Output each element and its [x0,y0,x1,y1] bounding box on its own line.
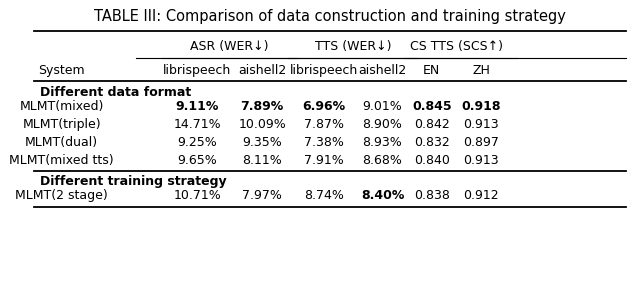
Text: 7.87%: 7.87% [304,118,344,131]
Text: librispeech: librispeech [290,64,358,77]
Text: 7.91%: 7.91% [304,154,344,167]
Text: 9.35%: 9.35% [243,136,282,149]
Text: 9.11%: 9.11% [175,99,219,112]
Text: MLMT(mixed): MLMT(mixed) [19,99,104,112]
Text: aishell2: aishell2 [238,64,286,77]
Text: 0.840: 0.840 [414,154,450,167]
Text: 8.11%: 8.11% [243,154,282,167]
Text: 0.912: 0.912 [463,189,499,202]
Text: 0.838: 0.838 [414,189,450,202]
Text: 8.68%: 8.68% [362,154,403,167]
Text: aishell2: aishell2 [358,64,406,77]
Text: 14.71%: 14.71% [173,118,221,131]
Text: librispeech: librispeech [163,64,232,77]
Text: 0.845: 0.845 [412,99,452,112]
Text: MLMT(triple): MLMT(triple) [22,118,101,131]
Text: 0.832: 0.832 [414,136,450,149]
Text: 8.40%: 8.40% [361,189,404,202]
Text: ZH: ZH [472,64,490,77]
Text: 8.90%: 8.90% [362,118,403,131]
Text: 6.96%: 6.96% [302,99,346,112]
Text: 7.89%: 7.89% [241,99,284,112]
Text: 7.38%: 7.38% [304,136,344,149]
Text: 9.25%: 9.25% [177,136,217,149]
Text: TTS (WER↓): TTS (WER↓) [315,40,392,53]
Text: 0.913: 0.913 [463,154,499,167]
Text: System: System [38,64,85,77]
Text: MLMT(2 stage): MLMT(2 stage) [15,189,108,202]
Text: EN: EN [423,64,440,77]
Text: 10.09%: 10.09% [238,118,286,131]
Text: 8.74%: 8.74% [304,189,344,202]
Text: Different data format: Different data format [40,86,191,99]
Text: 0.897: 0.897 [463,136,499,149]
Text: 10.71%: 10.71% [173,189,221,202]
Text: 0.918: 0.918 [461,99,501,112]
Text: TABLE III: Comparison of data construction and training strategy: TABLE III: Comparison of data constructi… [94,9,566,24]
Text: MLMT(dual): MLMT(dual) [25,136,98,149]
Text: Different training strategy: Different training strategy [40,176,227,188]
Text: MLMT(mixed tts): MLMT(mixed tts) [9,154,114,167]
Text: 7.97%: 7.97% [242,189,282,202]
Text: 0.913: 0.913 [463,118,499,131]
Text: 8.93%: 8.93% [363,136,403,149]
Text: ASR (WER↓): ASR (WER↓) [191,40,269,53]
Text: 0.842: 0.842 [414,118,450,131]
Text: 9.65%: 9.65% [177,154,217,167]
Text: 9.01%: 9.01% [363,99,403,112]
Text: CS TTS (SCS↑): CS TTS (SCS↑) [410,40,503,53]
